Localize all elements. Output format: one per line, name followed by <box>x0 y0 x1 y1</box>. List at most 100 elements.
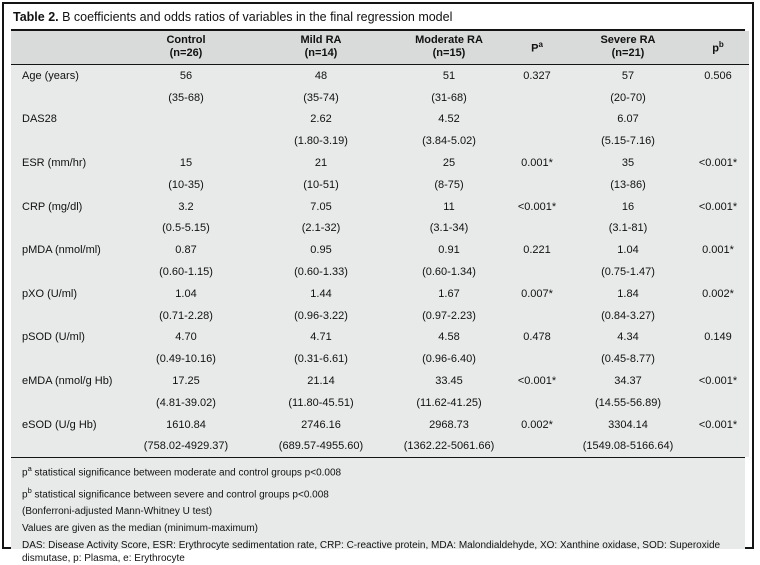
range-cell <box>505 174 569 196</box>
range-cell <box>687 305 749 327</box>
range-cell <box>505 261 569 283</box>
value-cell: 1.44 <box>310 287 332 300</box>
footnote-4: DAS: Disease Activity Score, ESR: Erythr… <box>22 540 721 564</box>
range-cell <box>687 87 749 109</box>
value-cell: <0.001* <box>698 375 738 388</box>
table-header: Control (n=26) Mild RA (n=14) Moderate RA (n=… <box>11 31 749 65</box>
footnote-3: Values are given as the median (minimum-… <box>22 523 259 534</box>
value-cell <box>687 109 749 131</box>
value-cell: 48 <box>314 69 328 82</box>
value-cell: 0.478 <box>523 331 551 344</box>
value-cell: 56 <box>179 69 193 82</box>
range-cell: (689.57-4955.60) <box>278 440 364 453</box>
value-cell: <0.001* <box>517 375 557 388</box>
table-number-label: Table 2. <box>13 10 59 24</box>
footnote-2: (Bonferroni-adjusted Mann-Whitney U test… <box>22 506 213 517</box>
value-cell: 3304.14 <box>608 418 648 431</box>
column-header-1: Control (n=26) <box>123 31 249 65</box>
range-cell <box>687 392 749 414</box>
range-cell: (0.96-6.40) <box>422 353 476 366</box>
row-label-spacer <box>11 130 123 152</box>
column-name: Severe RA <box>600 34 656 46</box>
value-cell: 3.2 <box>178 200 194 213</box>
range-row-0: (35-68) (35-74) (31-68) (20-70) <box>11 87 749 109</box>
footnote-sup: a <box>27 464 32 474</box>
range-cell: (13-86) <box>610 178 646 191</box>
column-header-4: Pa <box>505 31 569 65</box>
value-cell: <0.001* <box>517 200 557 213</box>
range-cell: (0.84-3.27) <box>601 309 655 322</box>
p-column-base: p <box>712 42 719 55</box>
range-cell: (8-75) <box>434 178 464 191</box>
value-cell <box>505 109 569 131</box>
value-cell: 4.70 <box>175 331 197 344</box>
row-label: pMDA (nmol/ml) <box>22 244 101 257</box>
range-cell: (0.45-8.77) <box>601 353 655 366</box>
range-cell <box>505 87 569 109</box>
value-cell: 7.05 <box>310 200 332 213</box>
value-cell: 0.001* <box>521 157 553 170</box>
column-header-0 <box>11 31 123 65</box>
range-cell <box>505 130 569 152</box>
range-cell <box>687 174 749 196</box>
row-label-spacer <box>11 87 123 109</box>
range-cell: (0.60-1.33) <box>294 266 348 279</box>
footnote-base: p <box>22 489 28 500</box>
value-cell: <0.001* <box>698 418 738 431</box>
row-label: eMDA (nmol/g Hb) <box>22 375 113 388</box>
range-cell: (31-68) <box>431 91 467 104</box>
value-cell: 0.002* <box>521 418 553 431</box>
value-row-5: pXO (U/ml) 1.04 1.44 1.67 0.007* 1.84 0.002* <box>11 283 749 305</box>
footnote-sup: b <box>27 485 32 495</box>
range-cell: (20-70) <box>610 91 646 104</box>
range-cell <box>505 305 569 327</box>
range-cell: (14.55-56.89) <box>594 396 662 409</box>
row-label-spacer <box>11 218 123 240</box>
value-row-7: eMDA (nmol/g Hb) 17.25 21.14 33.45 <0.001* 34… <box>11 370 749 392</box>
header-row: Control (n=26) Mild RA (n=14) Moderate RA (n=… <box>11 31 749 65</box>
range-cell: (10-35) <box>168 178 204 191</box>
range-cell <box>687 348 749 370</box>
value-cell: 4.34 <box>617 331 639 344</box>
range-cell: (0.96-3.22) <box>294 309 348 322</box>
value-cell: 33.45 <box>435 375 463 388</box>
value-cell: 2746.16 <box>301 418 341 431</box>
table-body: Age (years) 56 48 51 0.327 57 0.506 (35-68) (35-… <box>11 64 749 458</box>
range-cell: (0.31-6.61) <box>294 353 348 366</box>
range-cell: (0.97-2.23) <box>422 309 476 322</box>
range-cell: (3.1-81) <box>608 222 648 235</box>
row-label: pXO (U/ml) <box>22 287 77 300</box>
row-label-spacer <box>11 348 123 370</box>
value-cell: 11 <box>443 200 455 213</box>
row-label: ESR (mm/hr) <box>22 157 87 170</box>
range-cell: (758.02-4929.37) <box>143 440 229 453</box>
footnote-text: statistical significance between severe … <box>31 489 329 500</box>
value-cell: 2.62 <box>310 113 332 126</box>
value-cell: 0.001* <box>702 244 734 257</box>
range-row-4: (0.60-1.15) (0.60-1.33) (0.60-1.34) (0.75-1… <box>11 261 749 283</box>
range-cell: (0.75-1.47) <box>601 266 655 279</box>
value-cell: 0.327 <box>523 69 551 82</box>
range-row-3: (0.5-5.15) (2.1-32) (3.1-34) (3.1-81) <box>11 218 749 240</box>
range-cell: (0.60-1.34) <box>422 266 476 279</box>
value-cell: 15 <box>179 157 193 170</box>
range-cell: (35-74) <box>303 91 339 104</box>
table-title: Table 2. B coefficients and odds ratios … <box>11 8 745 31</box>
value-cell: <0.001* <box>698 157 738 170</box>
value-cell: 1.04 <box>175 287 197 300</box>
value-cell: 0.002* <box>702 287 734 300</box>
footnote-text: statistical significance between moderat… <box>31 467 342 479</box>
value-row-3: CRP (mg/dl) 3.2 7.05 11 <0.001* 16 <0.001* <box>11 196 749 218</box>
value-cell: 0.149 <box>704 331 732 344</box>
value-cell: 1610.84 <box>166 418 206 431</box>
range-row-5: (0.71-2.28) (0.96-3.22) (0.97-2.23) (0.84-3… <box>11 305 749 327</box>
value-cell: 0.87 <box>175 244 197 257</box>
row-label-spacer <box>11 174 123 196</box>
row-label-spacer <box>11 261 123 283</box>
range-cell <box>505 392 569 414</box>
column-header-2: Mild RA (n=14) <box>249 31 393 65</box>
range-cell: (35-68) <box>168 91 204 104</box>
value-cell: 25 <box>442 157 456 170</box>
row-label: pSOD (U/ml) <box>22 331 85 344</box>
range-cell: (0.60-1.15) <box>159 266 213 279</box>
